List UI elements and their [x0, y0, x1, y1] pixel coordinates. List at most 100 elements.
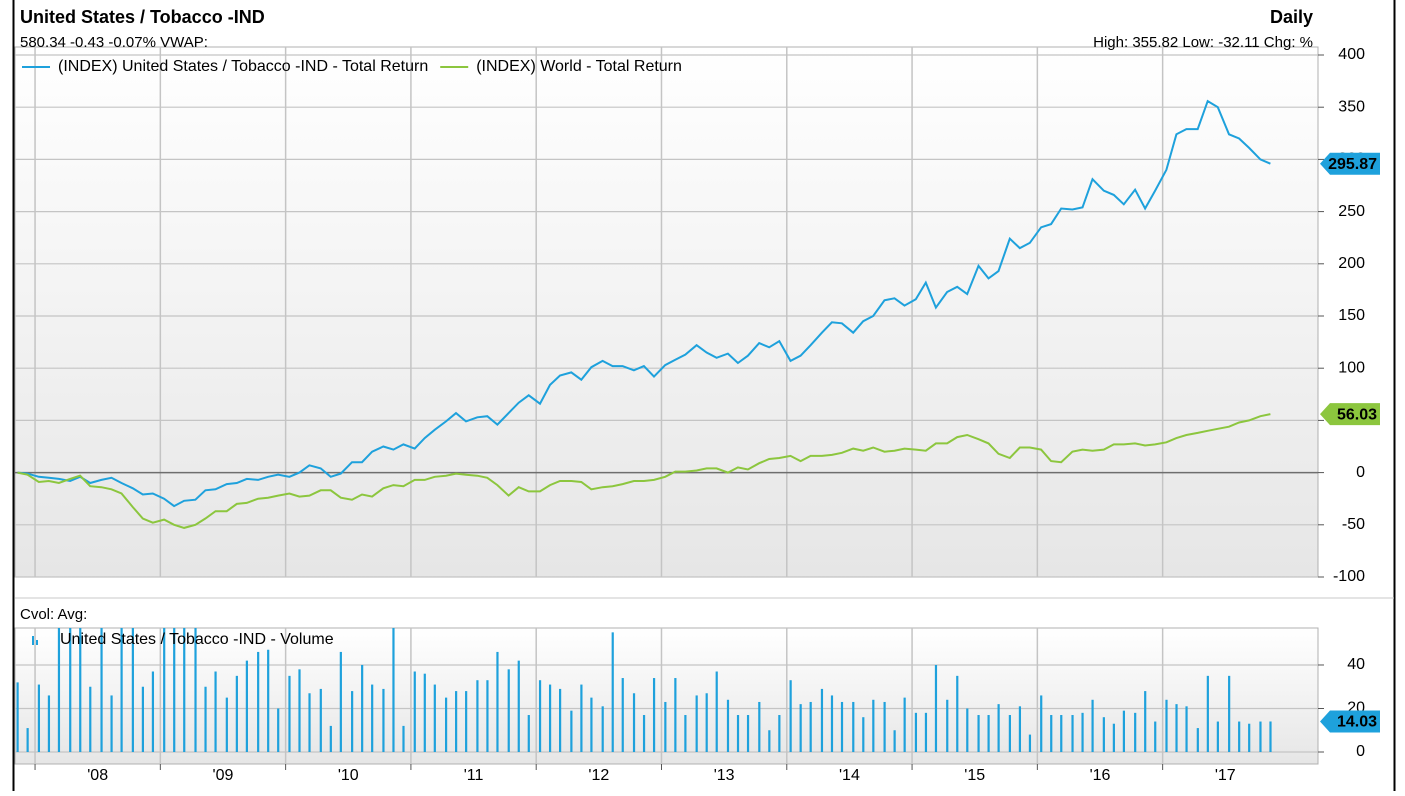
volume-bar [580, 684, 583, 752]
x-tick-label: '14 [839, 767, 860, 784]
y-tick-label: 0 [1356, 464, 1365, 481]
volume-bar [652, 678, 656, 752]
y-tick-label: 0 [1356, 743, 1365, 760]
volume-bar [1165, 699, 1168, 752]
volume-bar [79, 628, 82, 752]
volume-bar [16, 682, 19, 752]
volume-bar [601, 706, 604, 752]
volume-bar [632, 693, 636, 752]
last-value-tag-label: 56.03 [1337, 406, 1377, 423]
volume-bar [1112, 723, 1115, 752]
volume-bar [1248, 723, 1251, 752]
volume-bar [1259, 721, 1262, 752]
volume-bar [966, 708, 969, 752]
volume-bar [267, 649, 270, 752]
volume-bar [351, 691, 354, 752]
volume-bar [726, 699, 730, 752]
volume-bar [1018, 706, 1022, 752]
volume-bar [444, 697, 448, 752]
title: United States / Tobacco -IND [20, 7, 265, 27]
volume-bar [183, 628, 186, 752]
x-tick-label: '12 [588, 767, 609, 784]
volume-bar [47, 695, 51, 752]
series-line [17, 413, 1271, 529]
volume-bar [1102, 717, 1105, 752]
volume-bar [37, 684, 41, 752]
volume-bar [194, 628, 197, 752]
volume-bar [339, 651, 342, 752]
volume-bar [1216, 721, 1219, 752]
volume-bar [840, 701, 844, 752]
volume-bar [507, 669, 510, 752]
volume-title: Cvol: Avg: [20, 606, 87, 623]
volume-bar [57, 628, 61, 752]
volume-bar [799, 704, 802, 752]
volume-bar [570, 710, 573, 752]
volume-bar [695, 695, 698, 752]
y-tick-label: 350 [1338, 98, 1365, 115]
volume-bar [538, 680, 542, 752]
volume-bar [1060, 715, 1063, 752]
volume-bar [496, 651, 499, 752]
volume-bar [1185, 706, 1188, 752]
volume-bar [308, 693, 311, 752]
volume-bar [1028, 734, 1032, 752]
volume-bar [830, 695, 834, 752]
volume-bar [1091, 699, 1094, 752]
volume-bar [674, 678, 677, 752]
volume-bar [862, 717, 865, 752]
volume-bar [245, 660, 248, 752]
volume-bar [1175, 704, 1178, 752]
x-tick-label: '16 [1090, 767, 1111, 784]
volume-bar [423, 673, 426, 752]
volume-bar [329, 725, 332, 752]
volume-bar [382, 688, 385, 752]
stats: High: 355.82 Low: -32.11 Chg: % [1093, 34, 1313, 51]
volume-bar [1040, 695, 1043, 752]
volume-bar [455, 691, 458, 752]
volume-bar [872, 699, 875, 752]
volume-bar [820, 688, 824, 752]
bar-group [16, 628, 1272, 752]
price-plot-area [14, 46, 1319, 578]
quote: 580.34 -0.43 -0.07% VWAP: [20, 34, 208, 51]
volume-bar [883, 701, 886, 752]
volume-bar [893, 730, 896, 752]
legend-swatch [32, 636, 34, 645]
volume-bar [120, 628, 123, 752]
volume-bar [705, 693, 708, 752]
volume-bar [100, 628, 103, 752]
legend-label: United States / Tobacco -IND - Volume [60, 631, 334, 648]
volume-bar [433, 684, 436, 752]
series-line [17, 99, 1271, 508]
x-tick-label: '15 [964, 767, 985, 784]
volume-bar [987, 715, 990, 752]
volume-bar [402, 725, 405, 752]
volume-bar [852, 701, 855, 752]
volume-bar [977, 715, 980, 752]
last-value-tag [1320, 710, 1380, 733]
volume-bar [26, 728, 29, 752]
y-tick-label: 200 [1338, 255, 1365, 272]
volume-bar [809, 701, 812, 752]
volume-bar [1228, 675, 1231, 752]
y-tick-label: 150 [1338, 307, 1365, 324]
volume-bar [789, 680, 792, 752]
volume-bar [235, 675, 238, 752]
volume-bar [131, 628, 134, 752]
volume-bar [664, 701, 667, 752]
y-tick-label: -50 [1342, 516, 1365, 533]
volume-bar [1081, 712, 1084, 752]
y-tick-label: 100 [1338, 359, 1365, 376]
volume-bar [956, 675, 959, 752]
x-tick-label: '11 [464, 767, 484, 784]
volume-bar [903, 697, 906, 752]
volume-bar [1008, 715, 1011, 752]
volume-bar [548, 684, 552, 752]
volume-bar [559, 688, 562, 752]
volume-bar [997, 704, 1000, 752]
x-tick-label: '13 [714, 767, 735, 784]
volume-bar [746, 715, 750, 752]
volume-bar [288, 675, 291, 752]
